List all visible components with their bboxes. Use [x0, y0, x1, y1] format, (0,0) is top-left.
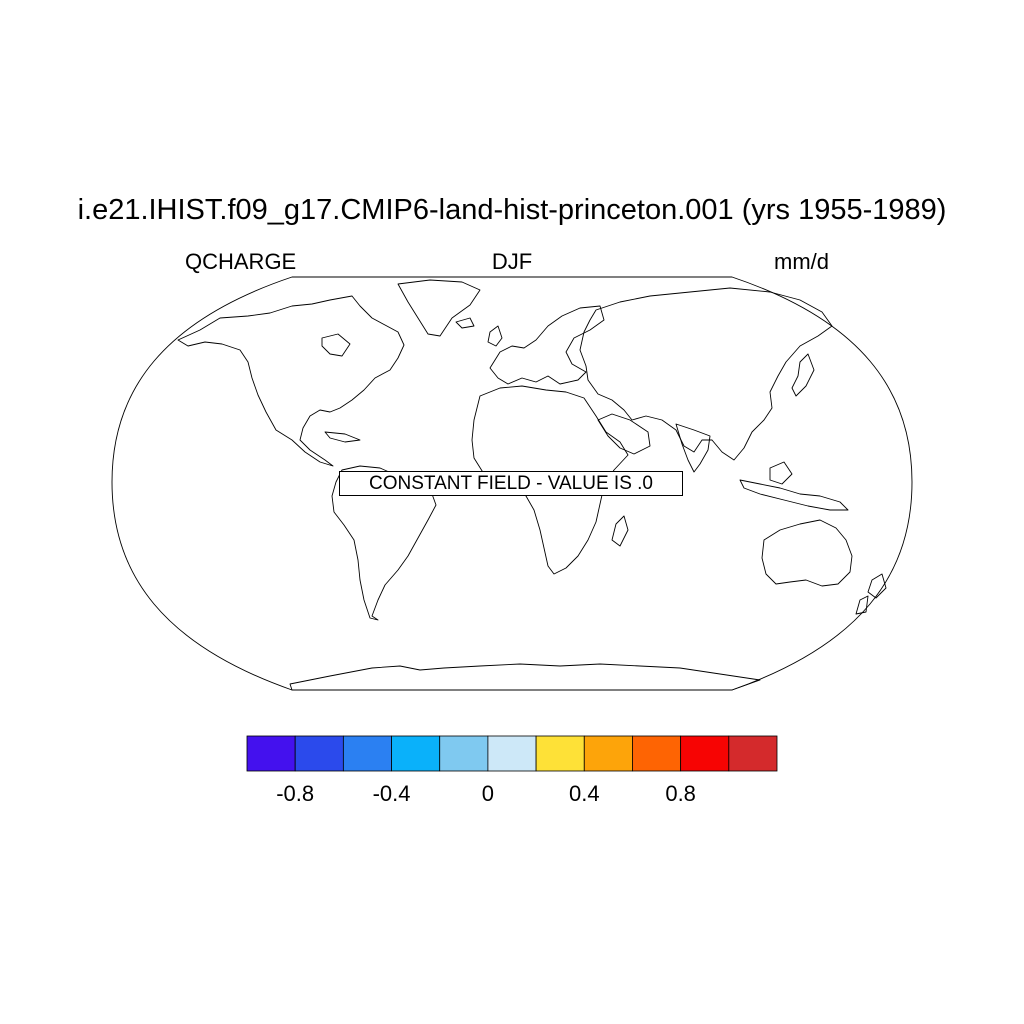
coastline-borneo [769, 461, 793, 485]
coastline-new-zealand [855, 573, 887, 615]
colorbar-box-5 [487, 735, 537, 772]
coastline-uk [487, 325, 503, 347]
colorbar-tick-label-4: 0.8 [665, 781, 696, 806]
colorbar-box-1 [294, 735, 344, 772]
coastline-madagascar [611, 515, 629, 547]
variable-label: QCHARGE [185, 249, 297, 274]
coastline-europe [489, 305, 605, 385]
coastline-australia [761, 519, 853, 587]
colorbar-box-10 [728, 735, 778, 772]
coastline-greenland [397, 279, 481, 337]
coastline-arabia [597, 413, 651, 455]
colorbar-tick-label-2: 0 [482, 781, 494, 806]
plot-title: i.e21.IHIST.f09_g17.CMIP6-land-hist-prin… [77, 194, 947, 226]
colorbar-tick-label-3: 0.4 [569, 781, 600, 806]
coastline-japan [791, 353, 815, 397]
colorbar-box-7 [583, 735, 633, 772]
colorbar-box-0 [246, 735, 296, 772]
colorbar-tick-label-0: -0.8 [276, 781, 314, 806]
units-label: mm/d [774, 249, 829, 274]
coastline-north-america [177, 295, 405, 467]
constant-field-note: CONSTANT FIELD - VALUE IS .0 [339, 471, 683, 496]
coastline-caribbean [324, 431, 361, 443]
season-label: DJF [491, 249, 533, 274]
colorbar-box-4 [439, 735, 489, 772]
colorbar-tick-label-1: -0.4 [373, 781, 411, 806]
colorbar-box-9 [680, 735, 730, 772]
colorbar-box-6 [535, 735, 585, 772]
colorbar-box-3 [391, 735, 441, 772]
coastline-india [675, 423, 711, 473]
coastline-asia [579, 287, 833, 461]
coastline-iceland [455, 317, 475, 329]
coastline-hudson-bay [321, 333, 351, 357]
coastline-indonesia [739, 479, 849, 511]
coastline-antarctica [289, 663, 761, 691]
colorbar-box-2 [342, 735, 392, 772]
colorbar-box-8 [632, 735, 682, 772]
